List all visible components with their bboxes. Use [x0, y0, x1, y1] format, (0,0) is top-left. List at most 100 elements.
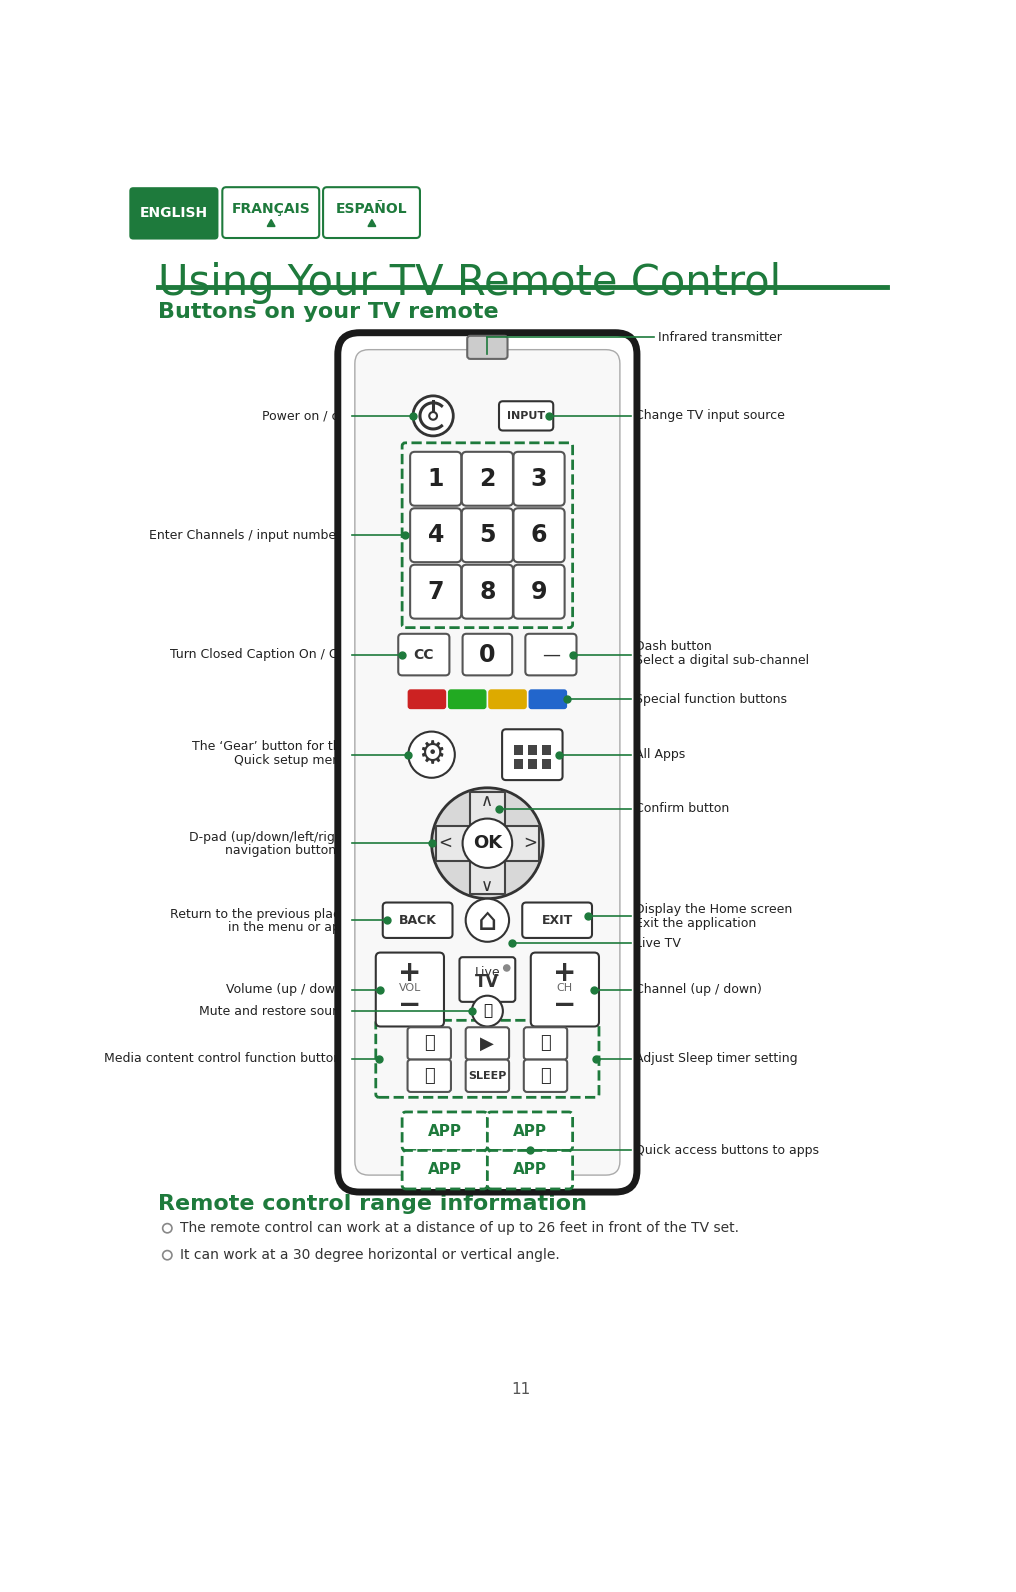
FancyBboxPatch shape [513, 452, 565, 506]
Text: Dash button: Dash button [635, 640, 711, 653]
FancyBboxPatch shape [499, 401, 554, 430]
Text: Change TV input source: Change TV input source [635, 409, 784, 422]
Text: APP: APP [513, 1124, 547, 1138]
Text: OK: OK [472, 834, 502, 852]
Text: 3: 3 [530, 466, 548, 490]
FancyBboxPatch shape [223, 188, 319, 239]
Text: Media content control function buttons: Media content control function buttons [105, 1052, 347, 1065]
Text: 9: 9 [530, 579, 548, 603]
Text: Confirm button: Confirm button [635, 802, 728, 815]
Bar [527, 759, 537, 769]
FancyBboxPatch shape [489, 689, 526, 708]
Text: Infrared transmitter: Infrared transmitter [658, 331, 781, 344]
Text: Enter Channels / input numbers: Enter Channels / input numbers [149, 529, 347, 541]
Text: INPUT: INPUT [507, 411, 546, 420]
FancyBboxPatch shape [525, 634, 576, 675]
FancyBboxPatch shape [449, 689, 486, 708]
Text: Display the Home screen: Display the Home screen [635, 903, 791, 915]
FancyBboxPatch shape [529, 689, 567, 708]
Text: Remote control range information: Remote control range information [158, 1194, 587, 1213]
Text: Live TV: Live TV [635, 936, 681, 950]
Text: Quick access buttons to apps: Quick access buttons to apps [635, 1145, 819, 1157]
FancyBboxPatch shape [323, 188, 420, 239]
Circle shape [504, 965, 510, 971]
Circle shape [429, 412, 437, 420]
FancyBboxPatch shape [129, 188, 218, 239]
FancyBboxPatch shape [402, 1111, 488, 1151]
FancyBboxPatch shape [488, 1151, 573, 1189]
FancyBboxPatch shape [522, 903, 592, 938]
FancyBboxPatch shape [408, 689, 446, 708]
Text: Exit the application: Exit the application [635, 917, 756, 930]
Text: BACK: BACK [398, 914, 437, 927]
Bar [514, 745, 523, 755]
FancyBboxPatch shape [462, 508, 513, 562]
FancyBboxPatch shape [376, 952, 444, 1027]
Text: It can work at a 30 degree horizontal or vertical angle.: It can work at a 30 degree horizontal or… [180, 1248, 560, 1262]
Text: 1: 1 [428, 466, 444, 490]
Polygon shape [436, 793, 538, 895]
Text: Buttons on your TV remote: Buttons on your TV remote [158, 302, 499, 322]
Text: ∧: ∧ [482, 791, 494, 810]
Text: 2: 2 [480, 466, 496, 490]
Circle shape [412, 396, 453, 436]
FancyBboxPatch shape [513, 565, 565, 619]
Text: —: — [542, 646, 560, 664]
FancyBboxPatch shape [488, 1111, 573, 1151]
Text: All Apps: All Apps [635, 748, 685, 761]
Text: ⏩: ⏩ [541, 1067, 551, 1084]
Text: 0: 0 [480, 643, 496, 667]
Text: 11: 11 [511, 1382, 530, 1398]
FancyBboxPatch shape [502, 729, 563, 780]
Text: in the menu or app: in the menu or app [229, 922, 347, 935]
Text: ENGLISH: ENGLISH [139, 207, 207, 220]
FancyBboxPatch shape [465, 1060, 509, 1092]
Text: navigation buttons): navigation buttons) [226, 844, 347, 858]
Text: ⏸: ⏸ [424, 1035, 435, 1052]
Circle shape [462, 818, 512, 868]
Text: Quick setup menu: Quick setup menu [234, 755, 347, 767]
Text: 5: 5 [480, 524, 496, 548]
Text: Live: Live [474, 966, 500, 979]
FancyBboxPatch shape [459, 957, 515, 1001]
Circle shape [408, 732, 455, 778]
FancyBboxPatch shape [383, 903, 452, 938]
Text: 8: 8 [480, 579, 496, 603]
Text: CC: CC [414, 648, 434, 662]
Text: +: + [398, 958, 422, 987]
Text: ⚙: ⚙ [418, 740, 445, 769]
FancyBboxPatch shape [465, 1027, 509, 1060]
Text: +: + [553, 958, 576, 987]
Text: ▶: ▶ [481, 1035, 495, 1052]
FancyBboxPatch shape [407, 1060, 451, 1092]
Text: APP: APP [428, 1162, 461, 1176]
Text: −: − [554, 990, 576, 1019]
Bar [542, 745, 551, 755]
Text: 4: 4 [428, 524, 444, 548]
Text: SLEEP: SLEEP [468, 1071, 507, 1081]
Text: CH: CH [557, 982, 573, 993]
FancyBboxPatch shape [524, 1060, 567, 1092]
Text: ∨: ∨ [482, 877, 494, 895]
Text: <: < [438, 834, 452, 852]
Text: ⏹: ⏹ [541, 1035, 551, 1052]
FancyBboxPatch shape [355, 350, 620, 1175]
Polygon shape [267, 220, 275, 226]
FancyBboxPatch shape [410, 508, 461, 562]
Text: ESPAÑOL: ESPAÑOL [336, 202, 407, 217]
Text: −: − [398, 990, 422, 1019]
FancyBboxPatch shape [407, 1027, 451, 1060]
FancyBboxPatch shape [462, 452, 513, 506]
Text: Special function buttons: Special function buttons [635, 693, 786, 705]
Text: Adjust Sleep timer setting: Adjust Sleep timer setting [635, 1052, 798, 1065]
FancyBboxPatch shape [462, 565, 513, 619]
FancyBboxPatch shape [524, 1027, 567, 1060]
Text: The ‘Gear’ button for the: The ‘Gear’ button for the [191, 740, 347, 753]
Bar [527, 745, 537, 755]
Text: Using Your TV Remote Control: Using Your TV Remote Control [158, 261, 781, 304]
Circle shape [432, 788, 544, 898]
Polygon shape [368, 220, 376, 226]
Text: Return to the previous place: Return to the previous place [170, 907, 347, 920]
Text: >: > [523, 834, 537, 852]
FancyBboxPatch shape [398, 634, 449, 675]
